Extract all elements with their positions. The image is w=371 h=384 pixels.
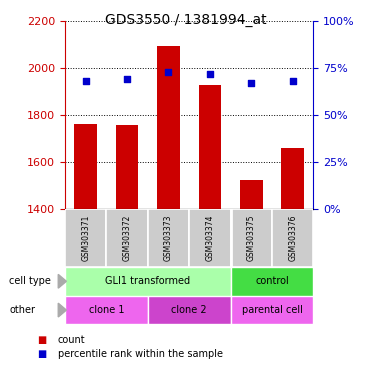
Bar bbox=[281, 148, 304, 209]
Text: GSM303373: GSM303373 bbox=[164, 215, 173, 262]
Text: GSM303375: GSM303375 bbox=[247, 215, 256, 262]
Text: other: other bbox=[9, 305, 35, 315]
Bar bbox=[272, 209, 313, 267]
Bar bbox=[148, 296, 231, 324]
Bar bbox=[106, 209, 148, 267]
Bar bbox=[231, 267, 313, 296]
Bar bbox=[231, 296, 313, 324]
Point bbox=[165, 69, 171, 75]
Text: percentile rank within the sample: percentile rank within the sample bbox=[58, 349, 223, 359]
Bar bbox=[189, 209, 231, 267]
Text: ■: ■ bbox=[37, 335, 46, 345]
Bar bbox=[198, 84, 221, 209]
Text: ■: ■ bbox=[37, 349, 46, 359]
Text: cell type: cell type bbox=[9, 276, 51, 286]
Text: clone 2: clone 2 bbox=[171, 305, 207, 315]
Bar bbox=[116, 125, 138, 209]
Bar bbox=[231, 209, 272, 267]
Point bbox=[124, 76, 130, 83]
Bar bbox=[74, 124, 97, 209]
Bar bbox=[65, 209, 106, 267]
Point bbox=[207, 71, 213, 77]
Bar bbox=[240, 180, 263, 209]
Text: GLI1 transformed: GLI1 transformed bbox=[105, 276, 190, 286]
Text: parental cell: parental cell bbox=[242, 305, 302, 315]
Bar bbox=[157, 46, 180, 209]
Text: control: control bbox=[255, 276, 289, 286]
Point bbox=[83, 78, 89, 84]
Text: GSM303376: GSM303376 bbox=[288, 215, 297, 262]
Text: clone 1: clone 1 bbox=[89, 305, 124, 315]
Text: GSM303372: GSM303372 bbox=[122, 215, 132, 261]
Text: GSM303371: GSM303371 bbox=[81, 215, 90, 261]
Text: count: count bbox=[58, 335, 85, 345]
Point bbox=[290, 78, 296, 84]
Bar bbox=[65, 296, 148, 324]
Text: GDS3550 / 1381994_at: GDS3550 / 1381994_at bbox=[105, 13, 266, 27]
Bar bbox=[148, 209, 189, 267]
Bar bbox=[65, 267, 231, 296]
Point bbox=[249, 80, 255, 86]
Text: GSM303374: GSM303374 bbox=[206, 215, 214, 262]
